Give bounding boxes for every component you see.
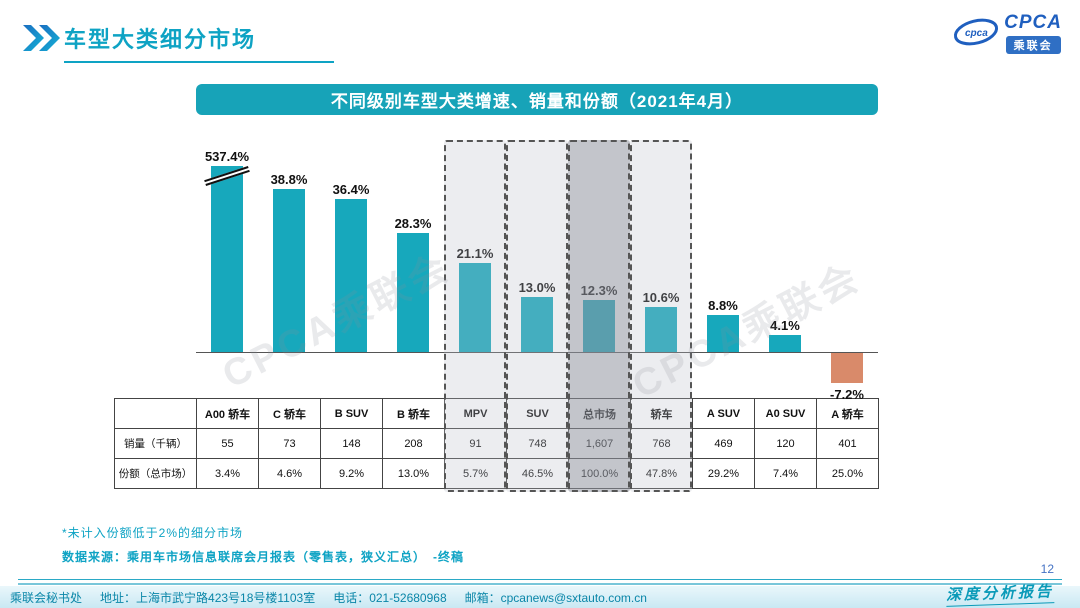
double-chevron-icon bbox=[22, 24, 64, 57]
separator-line-2 bbox=[18, 583, 1062, 585]
bar-value-label: 8.8% bbox=[708, 298, 738, 313]
logo-sub-text: 乘联会 bbox=[1005, 36, 1061, 54]
logo-brand-text: CPCA bbox=[1004, 12, 1062, 33]
table-sales-cell: 148 bbox=[321, 429, 383, 459]
bar bbox=[645, 307, 677, 352]
report-signature: 深度分析报告 bbox=[945, 580, 1055, 607]
page-title: 车型大类细分市场 bbox=[64, 22, 334, 63]
footer-phone: 电话：021-52680968 bbox=[333, 590, 447, 605]
table-row-header-share: 份额（总市场） bbox=[115, 459, 197, 489]
bar bbox=[521, 297, 553, 352]
table-share-cell: 13.0% bbox=[383, 459, 445, 489]
bar-column-8: 10.6% bbox=[630, 140, 692, 400]
table-sales-cell: 208 bbox=[383, 429, 445, 459]
table-share-cell: 5.7% bbox=[445, 459, 507, 489]
bar-column-5: 21.1% bbox=[444, 140, 506, 400]
table-share-cell: 3.4% bbox=[197, 459, 259, 489]
table-sales-cell: 401 bbox=[817, 429, 879, 459]
table-header-cell: 轿车 bbox=[631, 399, 693, 429]
footer-bar: 乘联会秘书处 地址：上海市武宁路423号18号楼1103室 电话：021-526… bbox=[0, 586, 1080, 608]
table-sales-cell: 469 bbox=[693, 429, 755, 459]
table-header-cell: SUV bbox=[507, 399, 569, 429]
bar-value-label: -7.2% bbox=[830, 387, 864, 402]
bar bbox=[707, 315, 739, 352]
bar-column-7: 12.3% bbox=[568, 140, 630, 400]
page-number: 12 bbox=[1040, 562, 1054, 576]
bar-column-9: 8.8% bbox=[692, 140, 754, 400]
bar-column-4: 28.3% bbox=[382, 140, 444, 400]
table-header-cell: A SUV bbox=[693, 399, 755, 429]
bar-value-label: 10.6% bbox=[642, 290, 680, 305]
footnote-threshold: *未计入份额低于2%的细分市场 bbox=[62, 526, 244, 540]
table-header-cell: A00 轿车 bbox=[197, 399, 259, 429]
table-header-cell: A0 SUV bbox=[755, 399, 817, 429]
table-sales-cell: 55 bbox=[197, 429, 259, 459]
table-header-cell: B SUV bbox=[321, 399, 383, 429]
bar bbox=[583, 300, 615, 352]
chart-title-banner: 不同级别车型大类增速、销量和份额（2021年4月） bbox=[196, 84, 878, 115]
table-share-cell: 4.6% bbox=[259, 459, 321, 489]
table-sales-cell: 1,607 bbox=[569, 429, 631, 459]
table-sales-cell: 73 bbox=[259, 429, 321, 459]
table-share-cell: 9.2% bbox=[321, 459, 383, 489]
data-table: A00 轿车 C 轿车 B SUV B 轿车 MPV SUV 总市场 轿车 A SUV A0 SU… bbox=[114, 398, 879, 489]
bar-column-11: -7.2% bbox=[816, 140, 878, 402]
svg-text:cpca: cpca bbox=[965, 28, 988, 39]
table-sales-cell: 91 bbox=[445, 429, 507, 459]
footer-email: 邮箱：cpcanews@sxtauto.com.cn bbox=[464, 590, 647, 605]
bar-value-label: 13.0% bbox=[518, 280, 556, 295]
footer-address: 地址：上海市武宁路423号18号楼1103室 bbox=[100, 590, 316, 605]
table-header-cell: C 轿车 bbox=[259, 399, 321, 429]
table-header-cell: B 轿车 bbox=[383, 399, 445, 429]
table-share-cell: 100.0% bbox=[569, 459, 631, 489]
bar-chart: 537.4% 38.8% 36.4% 28.3% 21.1% 13.0% 12.3% 10.6… bbox=[196, 140, 878, 402]
cpca-swoosh-icon: cpca bbox=[954, 18, 999, 46]
x-axis-line bbox=[196, 352, 878, 353]
table-header-cell: MPV bbox=[445, 399, 507, 429]
bar-value-label: 36.4% bbox=[332, 182, 370, 197]
footer-org: 乘联会秘书处 bbox=[10, 590, 83, 605]
footnote-source: 数据来源：乘用车市场信息联席会月报表（零售表，狭义汇总） -终稿 bbox=[62, 550, 464, 564]
table-share-cell: 47.8% bbox=[631, 459, 693, 489]
bar-value-label: 4.1% bbox=[770, 318, 800, 333]
bar bbox=[459, 263, 491, 352]
table-row-header-sales: 销量（千辆） bbox=[115, 429, 197, 459]
bar bbox=[335, 199, 367, 352]
table-sales-cell: 120 bbox=[755, 429, 817, 459]
table-share-cell: 46.5% bbox=[507, 459, 569, 489]
table-share-cell: 7.4% bbox=[755, 459, 817, 489]
table-header-cell: A 轿车 bbox=[817, 399, 879, 429]
bar bbox=[831, 353, 863, 383]
axis-break-mark bbox=[204, 166, 250, 186]
bar bbox=[397, 233, 429, 352]
table-corner-cell bbox=[115, 399, 197, 429]
bar-column-10: 4.1% bbox=[754, 140, 816, 400]
bar-column-6: 13.0% bbox=[506, 140, 568, 400]
bar-value-label: 28.3% bbox=[394, 216, 432, 231]
bar bbox=[204, 166, 250, 352]
table-share-cell: 29.2% bbox=[693, 459, 755, 489]
separator-line bbox=[18, 579, 1062, 580]
bar bbox=[769, 335, 801, 352]
bar-column-3: 36.4% bbox=[320, 140, 382, 400]
cpca-logo: cpca CPCA 乘联会 bbox=[952, 12, 1062, 54]
table-share-cell: 25.0% bbox=[817, 459, 879, 489]
bar-value-label: 38.8% bbox=[270, 172, 308, 187]
bar-value-label: 537.4% bbox=[204, 149, 250, 164]
bar bbox=[273, 189, 305, 352]
bar-column-2: 38.8% bbox=[258, 140, 320, 400]
bar-value-label: 21.1% bbox=[456, 246, 494, 261]
table-sales-cell: 748 bbox=[507, 429, 569, 459]
bar-column-1: 537.4% bbox=[196, 140, 258, 400]
table-sales-cell: 768 bbox=[631, 429, 693, 459]
table-header-cell: 总市场 bbox=[569, 399, 631, 429]
